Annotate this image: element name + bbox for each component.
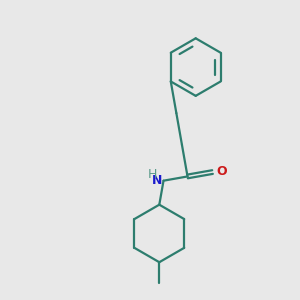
Text: N: N: [152, 174, 162, 187]
Text: O: O: [217, 165, 227, 178]
Text: H: H: [148, 168, 158, 181]
